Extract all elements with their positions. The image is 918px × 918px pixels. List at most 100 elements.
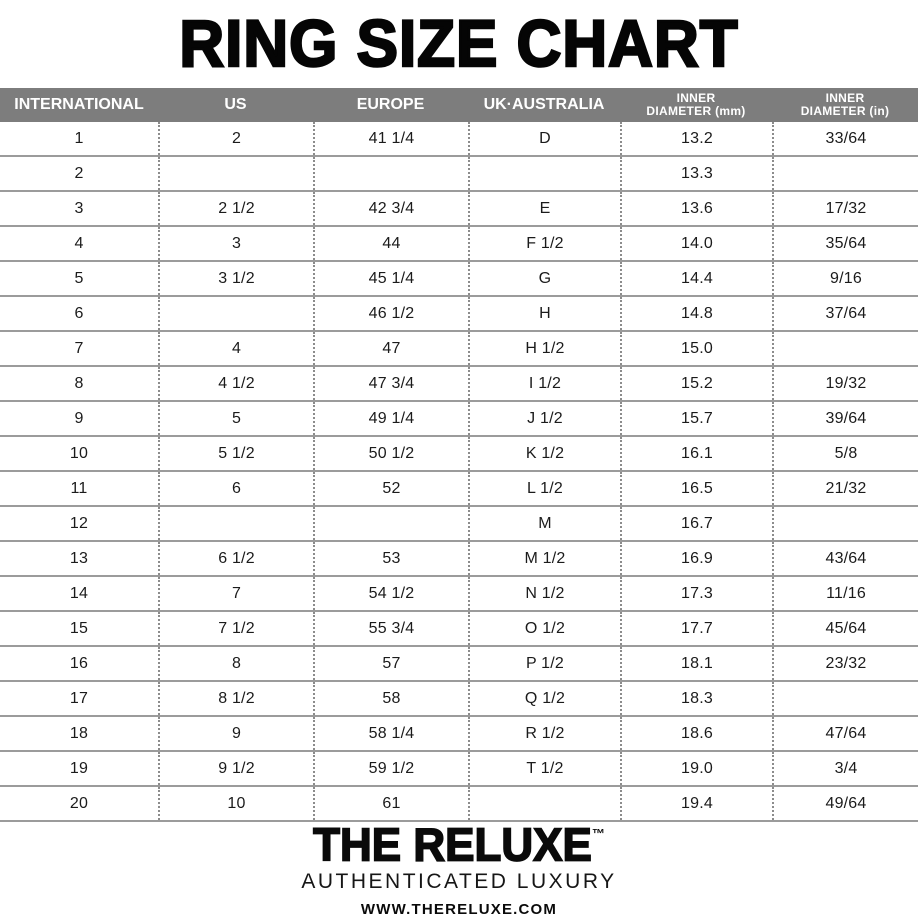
- cell-inner-diameter-in: 49/64: [772, 787, 918, 820]
- cell-us: 8 1/2: [158, 682, 313, 715]
- cell-us: 2 1/2: [158, 192, 313, 225]
- cell-inner-diameter-mm: 16.1: [620, 437, 772, 470]
- cell-us: 3 1/2: [158, 262, 313, 295]
- cell-inner-diameter-in: 37/64: [772, 297, 918, 330]
- cell-uk-australia: E: [468, 192, 620, 225]
- table-row: 16 8 57 P 1/2 18.1 23/32: [0, 647, 918, 682]
- cell-inner-diameter-mm: 18.3: [620, 682, 772, 715]
- cell-uk-australia: D: [468, 122, 620, 155]
- column-header-us: US: [224, 95, 247, 113]
- table-row: 13 6 1/2 53 M 1/2 16.9 43/64: [0, 542, 918, 577]
- table-row: 20 10 61 19.4 49/64: [0, 787, 918, 822]
- cell-uk-australia: M 1/2: [468, 542, 620, 575]
- cell-inner-diameter-in: 3/4: [772, 752, 918, 785]
- cell-uk-australia: [468, 157, 620, 190]
- cell-europe: 46 1/2: [313, 297, 468, 330]
- column-header-international: INTERNATIONAL: [14, 95, 144, 113]
- cell-europe: 54 1/2: [313, 577, 468, 610]
- page-title-wrap: RING SIZE CHART: [0, 0, 918, 88]
- table-row: 3 2 1/2 42 3/4 E 13.6 17/32: [0, 192, 918, 227]
- cell-europe: 45 1/4: [313, 262, 468, 295]
- cell-inner-diameter-in: 39/64: [772, 402, 918, 435]
- cell-europe: [313, 157, 468, 190]
- brand-logo: THE RELUXE ™: [312, 822, 605, 870]
- cell-inner-diameter-in: 5/8: [772, 437, 918, 470]
- cell-europe: 41 1/4: [313, 122, 468, 155]
- cell-europe: 59 1/2: [313, 752, 468, 785]
- cell-inner-diameter-in: 19/32: [772, 367, 918, 400]
- cell-international: 14: [69, 584, 89, 602]
- column-header-uk-australia: UK·AUSTRALIA: [483, 95, 605, 113]
- cell-us: 8: [158, 647, 313, 680]
- cell-europe: [313, 507, 468, 540]
- table-row: 11 6 52 L 1/2 16.5 21/32: [0, 472, 918, 507]
- table-row: 1 2 41 1/4 D 13.2 33/64: [0, 122, 918, 157]
- cell-inner-diameter-mm: 14.4: [620, 262, 772, 295]
- cell-europe: 61: [313, 787, 468, 820]
- cell-europe: 57: [313, 647, 468, 680]
- cell-uk-australia: M: [468, 507, 620, 540]
- ring-size-table: INTERNATIONAL US EUROPE UK·AUSTRALIA INNER D…: [0, 88, 918, 822]
- cell-international: 7: [74, 339, 84, 357]
- cell-us: 4 1/2: [158, 367, 313, 400]
- cell-inner-diameter-in: 47/64: [772, 717, 918, 750]
- cell-uk-australia: H: [468, 297, 620, 330]
- cell-international: 8: [74, 374, 84, 392]
- cell-us: 7: [158, 577, 313, 610]
- cell-uk-australia: P 1/2: [468, 647, 620, 680]
- cell-europe: 42 3/4: [313, 192, 468, 225]
- cell-inner-diameter-mm: 16.7: [620, 507, 772, 540]
- cell-europe: 58: [313, 682, 468, 715]
- cell-us: 4: [158, 332, 313, 365]
- cell-uk-australia: F 1/2: [468, 227, 620, 260]
- cell-europe: 47 3/4: [313, 367, 468, 400]
- cell-inner-diameter-mm: 16.5: [620, 472, 772, 505]
- cell-inner-diameter-mm: 14.8: [620, 297, 772, 330]
- trademark-symbol: ™: [591, 826, 605, 841]
- cell-inner-diameter-mm: 19.4: [620, 787, 772, 820]
- cell-inner-diameter-mm: 17.7: [620, 612, 772, 645]
- brand-website: WWW.THERELUXE.COM: [360, 901, 558, 918]
- cell-inner-diameter-in: [772, 682, 918, 715]
- cell-us: 3: [158, 227, 313, 260]
- cell-us: 5: [158, 402, 313, 435]
- column-header-inner-diameter-in: INNER DIAMETER (in): [800, 91, 890, 118]
- cell-inner-diameter-in: 35/64: [772, 227, 918, 260]
- table-row: 18 9 58 1/4 R 1/2 18.6 47/64: [0, 717, 918, 752]
- cell-inner-diameter-mm: 13.6: [620, 192, 772, 225]
- table-row: 9 5 49 1/4 J 1/2 15.7 39/64: [0, 402, 918, 437]
- cell-europe: 47: [313, 332, 468, 365]
- cell-uk-australia: J 1/2: [468, 402, 620, 435]
- cell-uk-australia: L 1/2: [468, 472, 620, 505]
- cell-uk-australia: H 1/2: [468, 332, 620, 365]
- cell-uk-australia: Q 1/2: [468, 682, 620, 715]
- cell-inner-diameter-mm: 18.6: [620, 717, 772, 750]
- column-header-europe: EUROPE: [356, 95, 425, 113]
- cell-international: 16: [69, 654, 89, 672]
- cell-inner-diameter-mm: 13.3: [620, 157, 772, 190]
- cell-uk-australia: [468, 787, 620, 820]
- cell-inner-diameter-mm: 15.7: [620, 402, 772, 435]
- cell-us: 10: [158, 787, 313, 820]
- cell-international: 13: [69, 549, 89, 567]
- cell-inner-diameter-mm: 18.1: [620, 647, 772, 680]
- column-header-inner-diameter-mm: INNER DIAMETER (mm): [646, 91, 746, 118]
- cell-us: 2: [158, 122, 313, 155]
- table-row: 17 8 1/2 58 Q 1/2 18.3: [0, 682, 918, 717]
- cell-europe: 44: [313, 227, 468, 260]
- cell-us: [158, 297, 313, 330]
- cell-inner-diameter-mm: 17.3: [620, 577, 772, 610]
- cell-inner-diameter-in: 45/64: [772, 612, 918, 645]
- cell-europe: 58 1/4: [313, 717, 468, 750]
- cell-us: 9 1/2: [158, 752, 313, 785]
- table-row: 12 M 16.7: [0, 507, 918, 542]
- cell-international: 6: [74, 304, 84, 322]
- table-row: 15 7 1/2 55 3/4 O 1/2 17.7 45/64: [0, 612, 918, 647]
- table-row: 5 3 1/2 45 1/4 G 14.4 9/16: [0, 262, 918, 297]
- cell-inner-diameter-mm: 13.2: [620, 122, 772, 155]
- cell-international: 2: [74, 164, 84, 182]
- cell-international: 18: [69, 724, 89, 742]
- table-row: 4 3 44 F 1/2 14.0 35/64: [0, 227, 918, 262]
- cell-international: 3: [74, 199, 84, 217]
